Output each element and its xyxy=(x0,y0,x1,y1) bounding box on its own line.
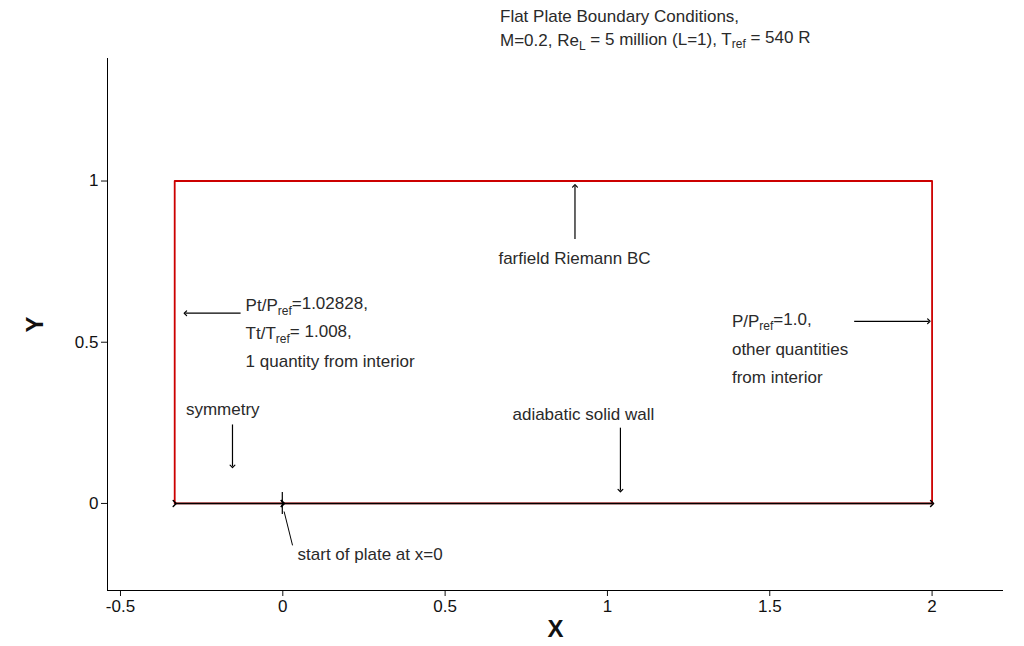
svg-text:Flat Plate Boundary Conditions: Flat Plate Boundary Conditions, xyxy=(500,7,739,26)
svg-text:0.5: 0.5 xyxy=(433,597,457,616)
svg-text:1.5: 1.5 xyxy=(758,597,782,616)
svg-text:-0.5: -0.5 xyxy=(106,597,135,616)
svg-text:Pt/Pref=1.02828,: Pt/Pref=1.02828, xyxy=(246,294,368,317)
svg-text:Y: Y xyxy=(21,316,48,332)
svg-text:Tt/Tref= 1.008,: Tt/Tref= 1.008, xyxy=(246,322,352,345)
svg-text:symmetry: symmetry xyxy=(186,400,260,419)
svg-text:X: X xyxy=(547,615,563,642)
svg-text:1: 1 xyxy=(603,597,612,616)
svg-text:P/Pref=1.0,: P/Pref=1.0, xyxy=(732,310,812,333)
svg-text:0: 0 xyxy=(89,494,98,513)
svg-text:farfield Riemann BC: farfield Riemann BC xyxy=(498,249,650,268)
svg-text:from interior: from interior xyxy=(732,368,823,387)
svg-text:1 quantity from interior: 1 quantity from interior xyxy=(246,352,415,371)
svg-text:0: 0 xyxy=(278,597,287,616)
svg-text:M=0.2, ReL = 5 million (L=1),: M=0.2, ReL = 5 million (L=1), Tref = 540… xyxy=(500,28,811,53)
svg-text:other quantities: other quantities xyxy=(732,340,848,359)
svg-text:0.5: 0.5 xyxy=(75,333,99,352)
svg-text:2: 2 xyxy=(927,597,936,616)
svg-text:start of plate at x=0: start of plate at x=0 xyxy=(298,545,443,564)
svg-text:1: 1 xyxy=(89,171,98,190)
svg-text:adiabatic solid wall: adiabatic solid wall xyxy=(512,405,654,424)
